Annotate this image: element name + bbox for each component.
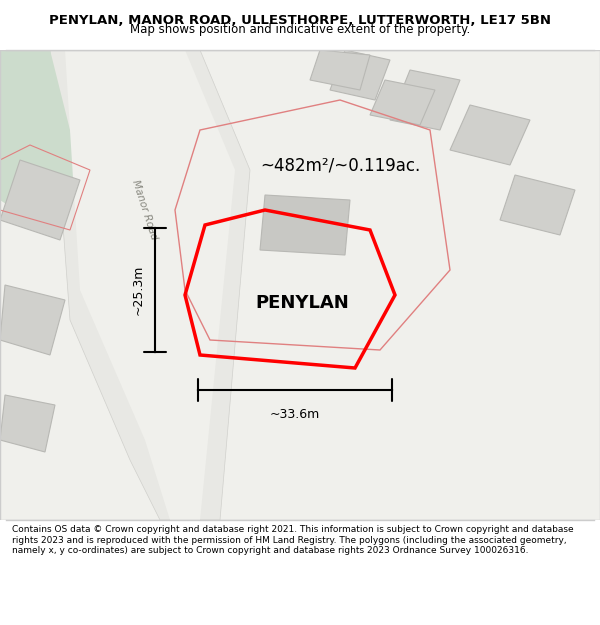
- Polygon shape: [0, 160, 80, 240]
- Text: PENYLAN: PENYLAN: [255, 294, 349, 312]
- Text: ~33.6m: ~33.6m: [270, 408, 320, 421]
- Polygon shape: [65, 50, 235, 520]
- Text: Map shows position and indicative extent of the property.: Map shows position and indicative extent…: [130, 23, 470, 36]
- Polygon shape: [0, 395, 55, 452]
- Polygon shape: [330, 50, 390, 100]
- Polygon shape: [390, 70, 460, 130]
- Polygon shape: [50, 50, 250, 520]
- Polygon shape: [450, 105, 530, 165]
- Polygon shape: [370, 80, 435, 125]
- Text: ~25.3m: ~25.3m: [132, 265, 145, 315]
- Text: Manor Road: Manor Road: [131, 179, 160, 241]
- Polygon shape: [310, 50, 370, 90]
- Polygon shape: [500, 175, 575, 235]
- Polygon shape: [260, 195, 350, 255]
- Text: PENYLAN, MANOR ROAD, ULLESTHORPE, LUTTERWORTH, LE17 5BN: PENYLAN, MANOR ROAD, ULLESTHORPE, LUTTER…: [49, 14, 551, 27]
- Text: Contains OS data © Crown copyright and database right 2021. This information is : Contains OS data © Crown copyright and d…: [12, 525, 574, 555]
- Text: ~482m²/~0.119ac.: ~482m²/~0.119ac.: [260, 156, 420, 174]
- Polygon shape: [0, 285, 65, 355]
- Polygon shape: [0, 50, 80, 240]
